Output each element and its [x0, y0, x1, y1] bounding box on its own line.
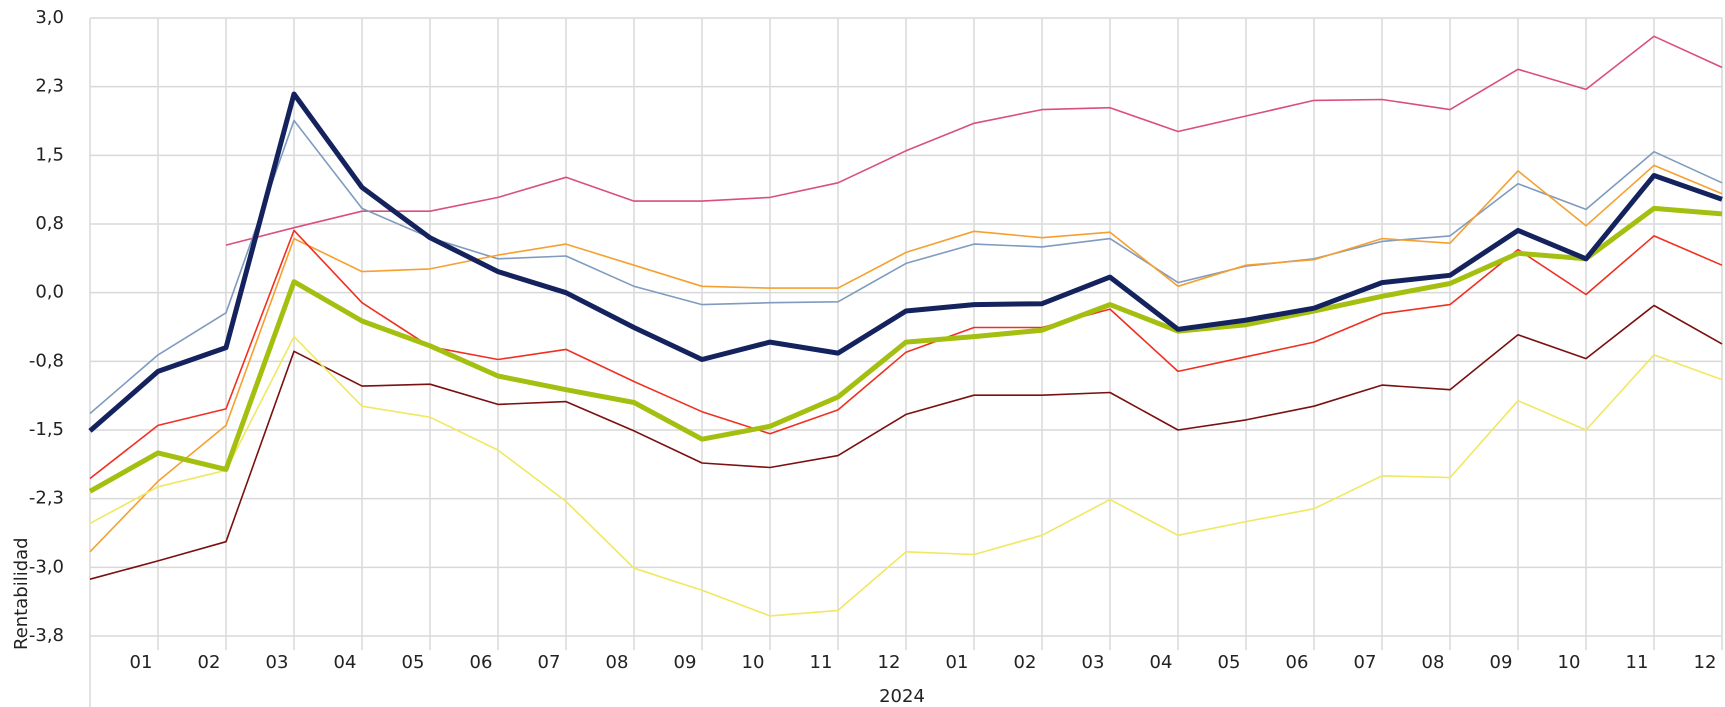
x-tick-label: 06: [1286, 652, 1309, 673]
x-tick-label: 01: [130, 652, 153, 673]
x-tick-label: 03: [266, 652, 289, 673]
y-tick-label: -0,8: [29, 350, 64, 371]
x-tick-label: 01: [946, 652, 969, 673]
series-line: [225, 35, 1723, 246]
x-tick-label: 02: [1014, 652, 1037, 673]
x-tick-label: 08: [1422, 652, 1445, 673]
y-tick-label: -1,5: [29, 419, 64, 440]
series-line: [89, 335, 1723, 617]
x-tick-label: 08: [606, 652, 629, 673]
x-tick-label: 03: [1082, 652, 1105, 673]
x-tick-label: 05: [1218, 652, 1241, 673]
x-tick-label: 10: [1558, 652, 1581, 673]
series-line: [89, 164, 1723, 553]
series-line: [88, 205, 1723, 494]
series-line: [89, 304, 1723, 580]
x-tick-label: 07: [1354, 652, 1377, 673]
y-tick-label: 2,3: [35, 76, 64, 97]
y-tick-label: 0,0: [35, 282, 64, 303]
series-line: [89, 229, 1723, 480]
x-tick-label: 04: [1150, 652, 1173, 673]
x-tick-label: 11: [1626, 652, 1649, 673]
y-tick-label: -3,8: [29, 625, 64, 646]
x-tick-label: 09: [674, 652, 697, 673]
x-tick-label: 04: [334, 652, 357, 673]
y-tick-label: -3,0: [29, 556, 64, 577]
y-tick-label: -2,3: [29, 488, 64, 509]
x-tick-label: 07: [538, 652, 561, 673]
x-tick-label: 02: [198, 652, 221, 673]
y-tick-label: 3,0: [35, 7, 64, 28]
x-tick-label: 05: [402, 652, 425, 673]
x-tick-label: 12: [878, 652, 901, 673]
x-tick-label: 06: [470, 652, 493, 673]
x-tick-label: 10: [742, 652, 765, 673]
x-group-label: 2024: [879, 686, 925, 707]
y-tick-label: 0,8: [35, 213, 64, 234]
series-line: [89, 119, 1723, 415]
x-tick-label: 12: [1694, 652, 1717, 673]
series-line: [88, 91, 1723, 433]
x-tick-label: 11: [810, 652, 833, 673]
y-axis-title: Rentabilidad: [11, 537, 32, 650]
y-tick-label: 1,5: [35, 144, 64, 165]
x-tick-label: 09: [1490, 652, 1513, 673]
